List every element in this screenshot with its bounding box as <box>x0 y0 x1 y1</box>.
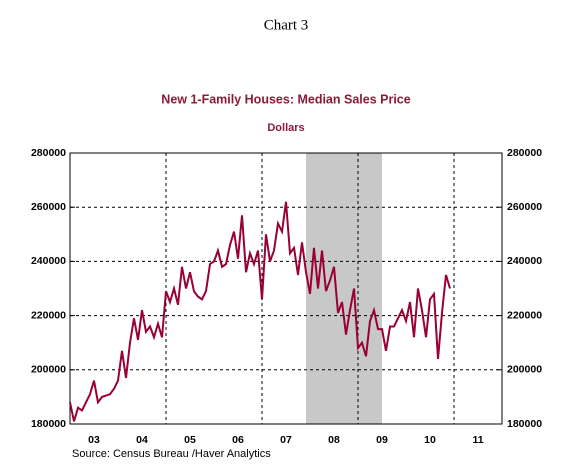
x-tick-label: 07 <box>280 434 292 446</box>
y2-tick-label: 220000 <box>507 309 542 321</box>
y-tick-label: 240000 <box>31 255 66 267</box>
y2-tick-label: 240000 <box>507 255 542 267</box>
y-tick-label: 260000 <box>31 201 66 213</box>
chart-heading: Chart 3 <box>264 17 309 33</box>
y-tick-label: 180000 <box>31 418 66 430</box>
x-tick-label: 10 <box>424 434 436 446</box>
source-note: Source: Census Bureau /Haver Analytics <box>72 448 271 460</box>
x-tick-label: 04 <box>136 434 148 446</box>
chart-subtitle: Dollars <box>267 122 304 134</box>
y-tick-label: 200000 <box>31 364 66 376</box>
y2-tick-label: 280000 <box>507 147 542 159</box>
chart-title: New 1-Family Houses: Median Sales Price <box>161 92 410 106</box>
x-tick-label: 05 <box>184 434 196 446</box>
y2-tick-label: 180000 <box>507 418 542 430</box>
y2-tick-label: 260000 <box>507 201 542 213</box>
x-tick-label: 06 <box>232 434 244 446</box>
y-tick-label: 220000 <box>31 309 66 321</box>
data-line <box>69 201 451 422</box>
x-tick-label: 09 <box>376 434 388 446</box>
x-tick-label: 11 <box>472 434 483 446</box>
x-tick-label: 08 <box>328 434 340 446</box>
plot-frame <box>69 152 503 425</box>
y-tick-label: 280000 <box>31 147 66 159</box>
x-tick-label: 03 <box>88 434 100 446</box>
y2-tick-label: 200000 <box>507 364 542 376</box>
